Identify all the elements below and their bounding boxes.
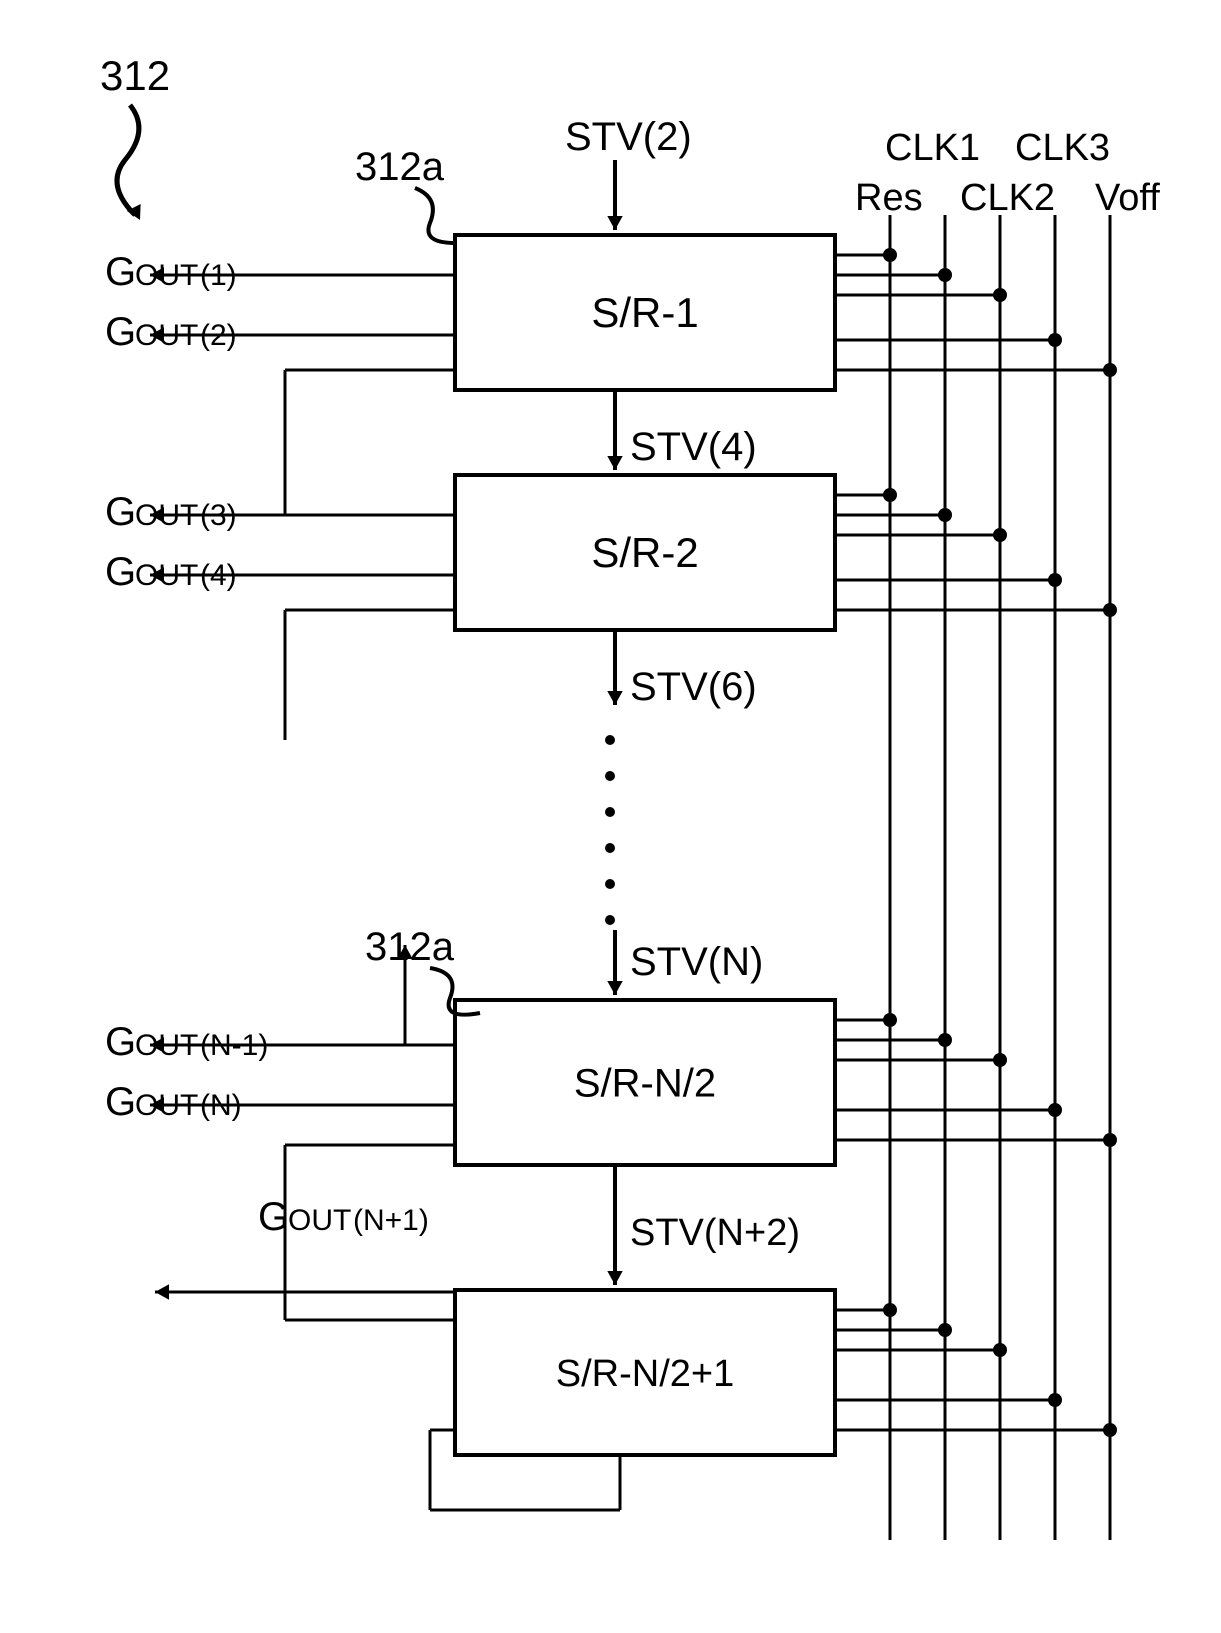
svg-text:G: G [105,550,136,594]
svg-text:OUT: OUT [135,1089,198,1122]
svg-text:CLK1: CLK1 [885,127,980,169]
svg-text:S/R-N/2+1: S/R-N/2+1 [556,1353,734,1395]
svg-text:(N+1): (N+1) [353,1204,429,1237]
svg-text:OUT: OUT [135,499,198,532]
svg-text:G: G [105,1080,136,1124]
svg-text:S/R-1: S/R-1 [591,289,698,336]
svg-text:G: G [105,1020,136,1064]
svg-text:OUT: OUT [135,559,198,592]
svg-text:STV(2): STV(2) [565,115,692,159]
svg-text:312a: 312a [355,145,445,189]
svg-text:G: G [258,1195,289,1239]
svg-text:G: G [105,490,136,534]
svg-text:S/R-N/2: S/R-N/2 [574,1062,716,1106]
svg-text:OUT: OUT [135,259,198,292]
svg-text:CLK3: CLK3 [1015,127,1110,169]
svg-text:STV(4): STV(4) [630,425,757,469]
svg-text:STV(6): STV(6) [630,665,757,709]
svg-text:STV(N+2): STV(N+2) [630,1212,800,1254]
svg-text:(N-1): (N-1) [200,1029,268,1062]
svg-text:OUT: OUT [288,1204,351,1237]
svg-text:OUT: OUT [135,1029,198,1062]
svg-text:OUT: OUT [135,319,198,352]
svg-text:(N): (N) [200,1089,242,1122]
svg-text:CLK2: CLK2 [960,177,1055,219]
svg-text:Voff: Voff [1095,177,1160,219]
svg-text:312a: 312a [365,925,455,969]
svg-text:S/R-2: S/R-2 [591,529,698,576]
svg-text:(1): (1) [200,259,237,292]
svg-text:312: 312 [100,52,170,99]
svg-text:Res: Res [855,177,923,219]
svg-text:STV(N): STV(N) [630,940,763,984]
svg-text:(4): (4) [200,559,237,592]
svg-text:(3): (3) [200,499,237,532]
svg-text:(2): (2) [200,319,237,352]
svg-text:G: G [105,310,136,354]
svg-text:G: G [105,250,136,294]
